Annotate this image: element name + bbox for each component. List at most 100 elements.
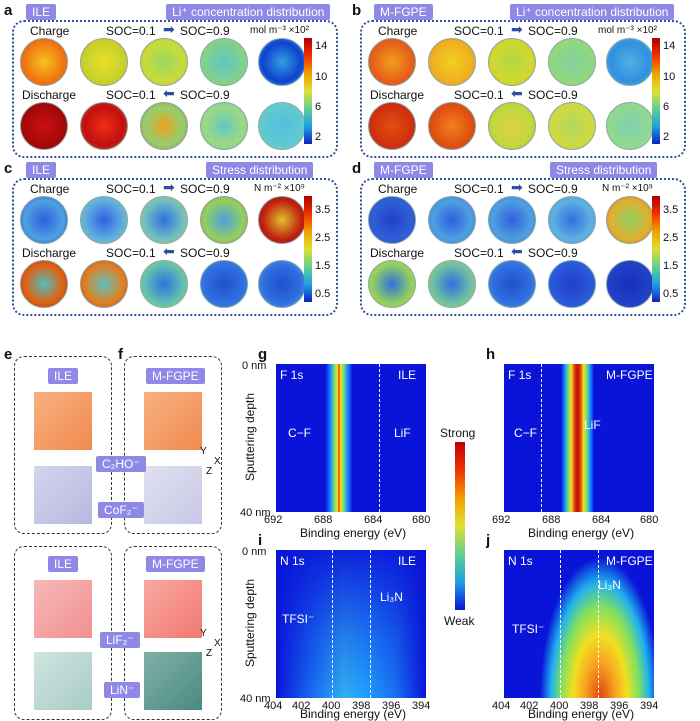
- d-discharge: Discharge: [370, 246, 425, 260]
- c-ball-1: [20, 196, 68, 244]
- b-ball-2: [428, 38, 476, 86]
- panel-letter-i: i: [258, 532, 263, 549]
- j-vline-1: [560, 550, 561, 698]
- spectrum-g: [276, 364, 426, 512]
- tag-d-right: Stress distribution: [550, 162, 658, 178]
- e-cube-c2ho: [34, 392, 92, 450]
- h-f1s: F 1s: [508, 368, 532, 382]
- h-binding: Binding energy (eV): [528, 526, 635, 540]
- c-ball-3: [140, 196, 188, 244]
- a-tick-6: 6: [315, 101, 322, 113]
- a-ball-8: [140, 102, 188, 150]
- a-tick-10: 10: [315, 71, 328, 83]
- e-box-top: [14, 356, 112, 534]
- d-ball-6: [368, 260, 416, 308]
- g-cf: C−F: [288, 426, 312, 440]
- g-sputter: Sputtering depth: [243, 392, 258, 482]
- f-cube-lif2: [144, 580, 202, 638]
- b-ball-4: [548, 38, 596, 86]
- d-ball-1: [368, 196, 416, 244]
- axis-x-1: X: [214, 456, 221, 467]
- d-tick-05: 0.5: [663, 288, 679, 300]
- c-ball-4: [200, 196, 248, 244]
- b-arrow-left: ⬅: [511, 85, 523, 101]
- axis-y-2: Y: [200, 628, 207, 639]
- tag-a-right: Li⁺ concentration distribution: [166, 4, 331, 20]
- b-soc09-d: SOC=0.9: [528, 88, 578, 102]
- j-tick-5: 394: [640, 700, 659, 712]
- c-tick-05: 0.5: [315, 288, 331, 300]
- h-mfgpe: M-FGPE: [606, 368, 653, 382]
- e-tag-ile: ILE: [48, 368, 79, 384]
- a-ball-6: [20, 102, 68, 150]
- b-tick-6: 6: [663, 101, 670, 113]
- f-cube-lin: [144, 652, 202, 710]
- g-tick-3: 680: [412, 514, 431, 526]
- d-tick-35: 3.5: [663, 204, 679, 216]
- d-tick-15: 1.5: [663, 260, 679, 272]
- panel-a-box: [12, 20, 338, 158]
- c-arrow-left: ⬅: [163, 243, 175, 259]
- g-tick-2: 684: [364, 514, 383, 526]
- legend-weak: Weak: [444, 614, 475, 628]
- a-soc09-d: SOC=0.9: [180, 88, 230, 102]
- c-tick-35: 3.5: [315, 204, 331, 216]
- tag-b-left: M-FGPE: [374, 4, 433, 20]
- d-soc01: SOC=0.1: [454, 182, 504, 196]
- g-depth40: 40 nm: [240, 507, 271, 519]
- b-ball-1: [368, 38, 416, 86]
- panel-letter-c: c: [4, 160, 13, 177]
- a-charge: Charge: [30, 24, 70, 38]
- b-soc01-d: SOC=0.1: [454, 88, 504, 102]
- j-vline-2: [598, 550, 599, 698]
- d-ball-10: [606, 260, 654, 308]
- tag-lin: LiN⁻: [104, 682, 141, 698]
- panel-c-box: [12, 178, 338, 316]
- panel-letter-j: j: [486, 532, 491, 549]
- c-ball-5: [258, 196, 306, 244]
- c-soc09: SOC=0.9: [180, 182, 230, 196]
- f-tag-mfgpe: M-FGPE: [146, 368, 205, 384]
- g-depth0: 0 nm: [242, 360, 267, 372]
- c-discharge: Discharge: [22, 246, 77, 260]
- h-vline: [541, 364, 542, 512]
- f-box-top: [124, 356, 222, 534]
- d-soc01-d: SOC=0.1: [454, 246, 504, 260]
- axis-y-1: Y: [200, 446, 207, 457]
- c-ball-10: [258, 260, 306, 308]
- tag-c-right: Stress distribution: [206, 162, 314, 178]
- panel-b-box: [360, 20, 686, 158]
- g-lif: LiF: [394, 426, 411, 440]
- legend-strong: Strong: [440, 426, 476, 440]
- g-tick-0: 692: [264, 514, 283, 526]
- a-tick-14: 14: [315, 40, 328, 52]
- d-ball-8: [488, 260, 536, 308]
- e-cube-cof2: [34, 466, 92, 524]
- i-li3n: Li₃N: [380, 590, 403, 604]
- h-tick-1: 688: [542, 514, 561, 526]
- c-arrow-right: ➡: [163, 179, 175, 195]
- i-vline-1: [332, 550, 333, 698]
- b-soc09: SOC=0.9: [528, 24, 578, 38]
- c-ball-9: [200, 260, 248, 308]
- c-soc01-d: SOC=0.1: [106, 246, 156, 260]
- h-tick-3: 680: [640, 514, 659, 526]
- b-unit: mol m⁻³ ×10²: [598, 25, 657, 36]
- c-tick-25: 2.5: [315, 232, 331, 244]
- i-tick-4: 396: [382, 700, 401, 712]
- d-ball-5: [606, 196, 654, 244]
- i-binding: Binding energy (eV): [300, 707, 407, 721]
- a-colorbar: [304, 38, 312, 144]
- a-soc01-d: SOC=0.1: [106, 88, 156, 102]
- d-tick-25: 2.5: [663, 232, 679, 244]
- tag-d-left: M-FGPE: [374, 162, 433, 178]
- panel-letter-d: d: [352, 160, 362, 177]
- d-soc09: SOC=0.9: [528, 182, 578, 196]
- d-ball-9: [548, 260, 596, 308]
- b-ball-8: [488, 102, 536, 150]
- b-ball-5: [606, 38, 654, 86]
- b-ball-10: [606, 102, 654, 150]
- j-tick-2: 400: [550, 700, 569, 712]
- a-ball-4: [200, 38, 248, 86]
- tag-c2ho: C₂HO⁻: [96, 456, 146, 472]
